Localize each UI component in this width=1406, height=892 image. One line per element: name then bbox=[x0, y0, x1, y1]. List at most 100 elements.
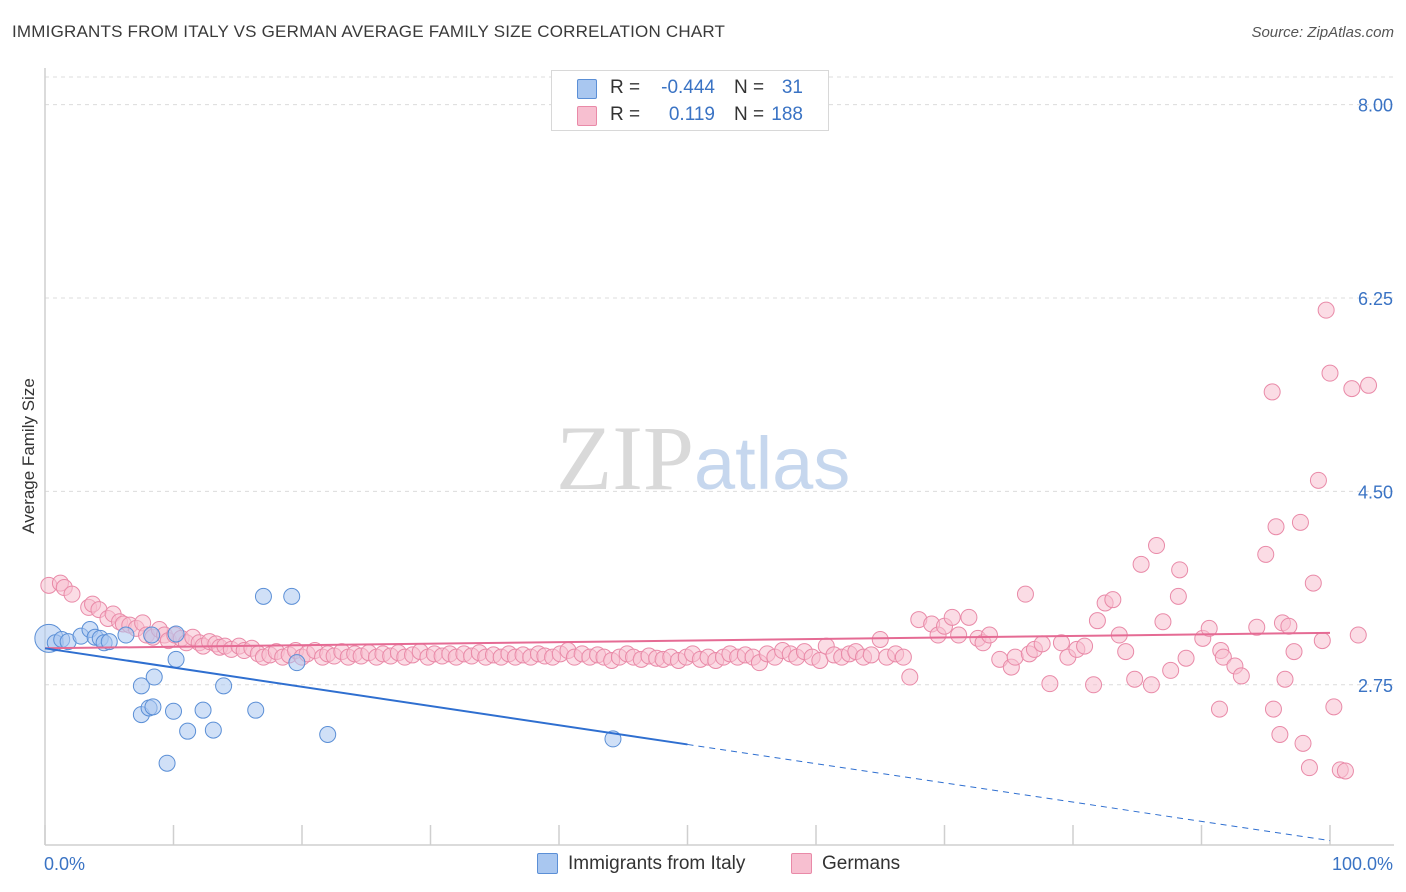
italy-point bbox=[100, 633, 118, 651]
legend-r-value: 0.119 bbox=[668, 104, 715, 125]
y-tick-label: 2.75 bbox=[1358, 676, 1393, 696]
tick-labels: 2.75 4.50 6.25 8.00 0.0% 100.0% Average Family… bbox=[19, 96, 1393, 874]
germans-point bbox=[1325, 698, 1343, 716]
germans-point bbox=[1117, 643, 1135, 661]
y-tick-label: 4.50 bbox=[1358, 482, 1393, 502]
germans-point bbox=[1200, 619, 1218, 637]
italy-point bbox=[158, 754, 176, 772]
italy-point bbox=[144, 698, 162, 716]
germans-point bbox=[894, 648, 912, 666]
italy-point bbox=[167, 625, 185, 643]
germans-legend-swatch bbox=[791, 853, 812, 874]
germans-legend-label: Germans bbox=[822, 853, 901, 874]
germans-point bbox=[1142, 676, 1160, 694]
germans-point bbox=[1257, 545, 1275, 563]
germans-point bbox=[1006, 648, 1024, 666]
legend-row-italy: R = -0.444 N = 31 bbox=[552, 75, 828, 101]
italy-legend-label: Immigrants from Italy bbox=[568, 853, 746, 874]
germans-point bbox=[1033, 635, 1051, 653]
germans-point bbox=[811, 651, 829, 669]
italy-point bbox=[132, 677, 150, 695]
germans-point bbox=[1360, 376, 1378, 394]
germans-point bbox=[1126, 670, 1144, 688]
chart-title: IMMIGRANTS FROM ITALY VS GERMAN AVERAGE … bbox=[12, 22, 726, 41]
y-axis-title: Average Family Size bbox=[19, 378, 38, 534]
germans-point bbox=[1169, 587, 1187, 605]
germans-point bbox=[1232, 667, 1250, 685]
legend-r-label: R = bbox=[610, 77, 641, 98]
germans-point bbox=[1248, 618, 1266, 636]
germans-point bbox=[1214, 648, 1232, 666]
legend-row-germans: R = 0.119 N = 188 bbox=[552, 102, 828, 128]
italy-point bbox=[167, 650, 185, 668]
germans-point bbox=[1291, 513, 1309, 531]
axes bbox=[44, 68, 1394, 846]
zipatlas-watermark: ZIPatlas bbox=[556, 405, 850, 511]
germans-point bbox=[1349, 626, 1367, 644]
germans-point bbox=[1267, 518, 1285, 536]
italy-points bbox=[34, 587, 622, 772]
germans-point bbox=[871, 630, 889, 648]
germans-point bbox=[1088, 612, 1106, 630]
germans-point bbox=[1285, 643, 1303, 661]
y-tick-label: 6.25 bbox=[1358, 289, 1393, 309]
germans-point bbox=[1271, 725, 1289, 743]
germans-point bbox=[63, 585, 81, 603]
germans-point bbox=[1076, 637, 1094, 655]
germans-point bbox=[1210, 700, 1228, 718]
germans-trend-line bbox=[44, 631, 1331, 650]
italy-point bbox=[604, 730, 622, 748]
legend-r-label: R = bbox=[610, 104, 641, 125]
germans-point bbox=[1177, 649, 1195, 667]
germans-point bbox=[1041, 675, 1059, 693]
legend-n-value: 31 bbox=[781, 77, 803, 98]
correlation-legend: R = -0.444 N = 31 R = 0.119 N = 188 bbox=[551, 70, 829, 131]
germans-swatch bbox=[577, 106, 597, 126]
italy-trend-extension bbox=[687, 743, 1331, 842]
italy-point bbox=[254, 587, 272, 605]
germans-point bbox=[1304, 574, 1322, 592]
germans-point bbox=[1085, 676, 1103, 694]
germans-point bbox=[1336, 762, 1354, 780]
legend-n-value: 188 bbox=[771, 104, 803, 125]
germans-point bbox=[862, 646, 880, 664]
germans-point bbox=[1263, 383, 1281, 401]
germans-point bbox=[1280, 617, 1298, 635]
germans-point bbox=[1148, 537, 1166, 555]
italy-point bbox=[247, 701, 265, 719]
italy-point bbox=[145, 668, 163, 686]
germans-point bbox=[1016, 585, 1034, 603]
germans-point bbox=[1313, 632, 1331, 650]
legend-r-value: -0.444 bbox=[661, 77, 715, 98]
germans-point bbox=[1104, 591, 1122, 609]
germans-point bbox=[980, 626, 998, 644]
germans-point bbox=[901, 668, 919, 686]
trend-lines bbox=[44, 631, 1331, 842]
italy-point bbox=[143, 626, 161, 644]
germans-point bbox=[943, 608, 961, 626]
italy-trend-line bbox=[44, 647, 688, 746]
germans-point bbox=[1309, 471, 1327, 489]
x-tick-label: 0.0% bbox=[44, 854, 85, 874]
italy-swatch bbox=[577, 79, 597, 99]
germans-point bbox=[1132, 555, 1150, 573]
italy-point bbox=[165, 702, 182, 720]
germans-point bbox=[1171, 561, 1189, 579]
italy-point bbox=[117, 626, 135, 644]
italy-point bbox=[204, 721, 222, 739]
y-tick-label: 8.00 bbox=[1358, 96, 1393, 116]
x-tick-label: 100.0% bbox=[1332, 854, 1393, 874]
legend-n-label: N = bbox=[734, 104, 765, 125]
italy-point bbox=[319, 725, 337, 743]
germans-point bbox=[1052, 634, 1070, 652]
germans-point bbox=[1321, 364, 1339, 382]
gridlines bbox=[45, 76, 1394, 686]
source-label: Source: ZipAtlas.com bbox=[1251, 24, 1394, 41]
germans-point bbox=[960, 608, 978, 626]
italy-point bbox=[283, 587, 301, 605]
watermark-zip: ZIP bbox=[556, 407, 694, 509]
legend-n-label: N = bbox=[734, 77, 765, 98]
germans-point bbox=[1300, 759, 1318, 777]
germans-point bbox=[1294, 734, 1312, 752]
